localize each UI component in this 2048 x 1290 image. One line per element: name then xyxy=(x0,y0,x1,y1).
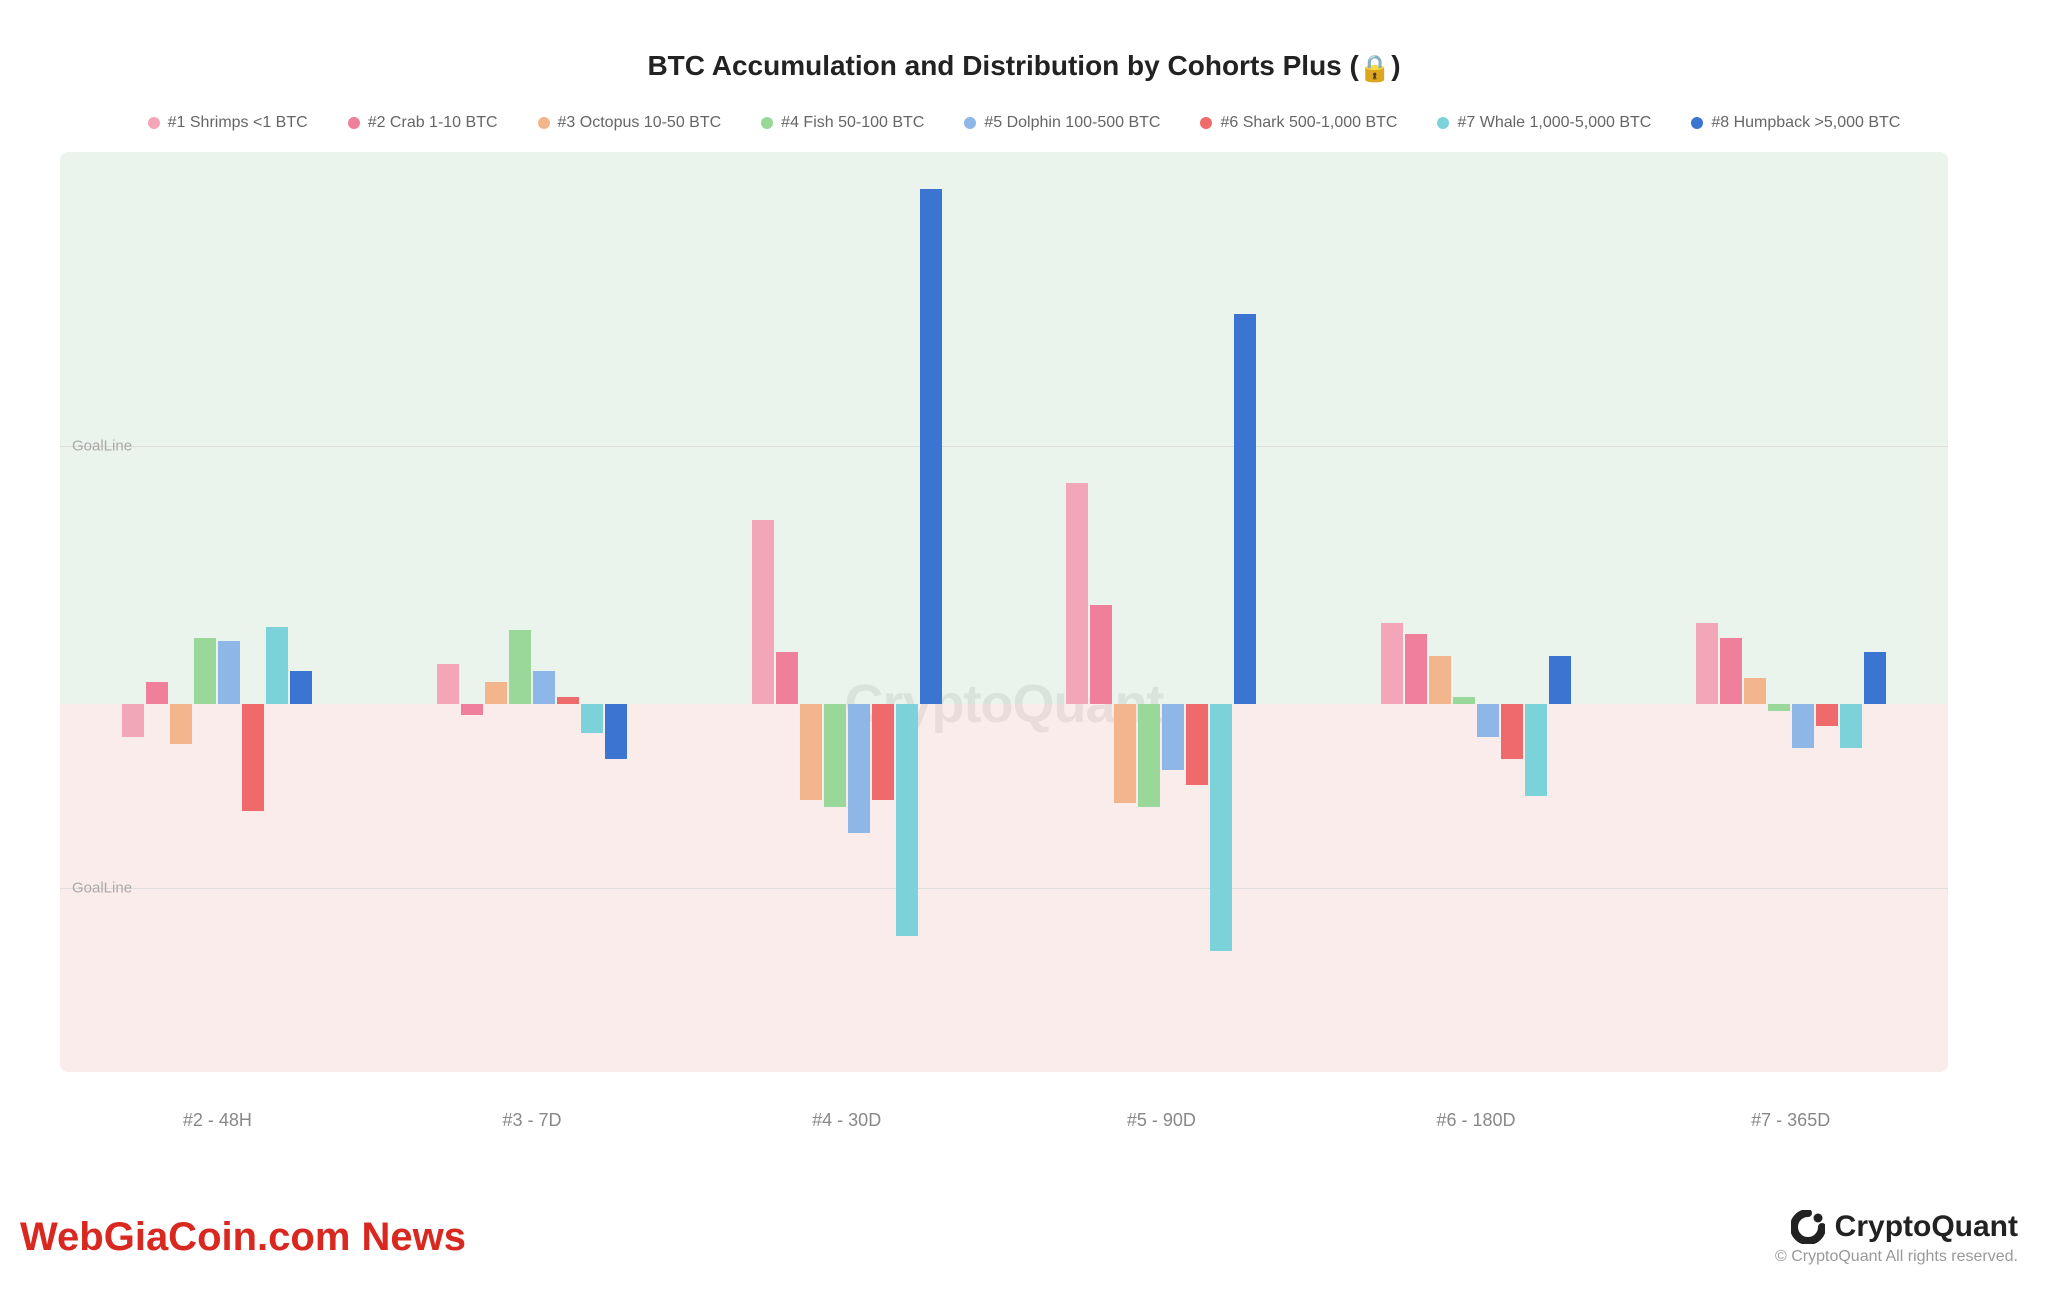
legend-label: #2 Crab 1-10 BTC xyxy=(368,114,498,132)
legend-item[interactable]: #3 Octopus 10-50 BTC xyxy=(538,114,722,132)
legend-label: #5 Dolphin 100-500 BTC xyxy=(984,114,1160,132)
legend-label: #1 Shrimps <1 BTC xyxy=(168,114,308,132)
bar[interactable] xyxy=(146,682,168,704)
bar[interactable] xyxy=(461,704,483,715)
legend-label: #4 Fish 50-100 BTC xyxy=(781,114,924,132)
legend-item[interactable]: #1 Shrimps <1 BTC xyxy=(148,114,308,132)
bar[interactable] xyxy=(896,704,918,936)
bar[interactable] xyxy=(848,704,870,833)
bar[interactable] xyxy=(872,704,894,800)
bar[interactable] xyxy=(776,652,798,704)
legend-item[interactable]: #4 Fish 50-100 BTC xyxy=(761,114,924,132)
bar[interactable] xyxy=(485,682,507,704)
legend-swatch xyxy=(1200,117,1212,129)
bar[interactable] xyxy=(824,704,846,807)
bar[interactable] xyxy=(194,638,216,704)
bar-group xyxy=(60,152,375,1072)
bar[interactable] xyxy=(1114,704,1136,803)
bar[interactable] xyxy=(605,704,627,759)
bar[interactable] xyxy=(752,520,774,704)
bar[interactable] xyxy=(1720,638,1742,704)
bar-group xyxy=(375,152,690,1072)
footer-right: CryptoQuant © CryptoQuant All rights res… xyxy=(1775,1210,2018,1266)
bar[interactable] xyxy=(1162,704,1184,770)
bar[interactable] xyxy=(170,704,192,744)
bar[interactable] xyxy=(1429,656,1451,704)
chart-title-suffix: ) xyxy=(1391,50,1400,81)
legend-swatch xyxy=(348,117,360,129)
bar[interactable] xyxy=(1066,483,1088,704)
bar[interactable] xyxy=(122,704,144,737)
bar[interactable] xyxy=(218,641,240,704)
bar[interactable] xyxy=(1768,704,1790,711)
copyright-text: © CryptoQuant All rights reserved. xyxy=(1775,1248,2018,1266)
bar[interactable] xyxy=(1501,704,1523,759)
bar-group xyxy=(689,152,1004,1072)
legend-item[interactable]: #7 Whale 1,000-5,000 BTC xyxy=(1437,114,1651,132)
bar-group xyxy=(1004,152,1319,1072)
legend-swatch xyxy=(148,117,160,129)
bar[interactable] xyxy=(1864,652,1886,704)
bar[interactable] xyxy=(1405,634,1427,704)
brand-text: CryptoQuant xyxy=(1835,1210,2018,1244)
legend-item[interactable]: #5 Dolphin 100-500 BTC xyxy=(964,114,1160,132)
bar[interactable] xyxy=(920,189,942,704)
bar[interactable] xyxy=(1186,704,1208,785)
bar-group xyxy=(1633,152,1948,1072)
legend-swatch xyxy=(964,117,976,129)
chart-title-prefix: BTC Accumulation and Distribution by Coh… xyxy=(647,50,1358,81)
bar[interactable] xyxy=(1453,697,1475,704)
bar-groups xyxy=(60,152,1948,1072)
legend-label: #8 Humpback >5,000 BTC xyxy=(1711,114,1900,132)
bar[interactable] xyxy=(1477,704,1499,737)
plot-area: GoalLineGoalLine-500-2500250500750Crypto… xyxy=(60,152,1948,1072)
bar[interactable] xyxy=(437,664,459,704)
bar[interactable] xyxy=(1381,623,1403,704)
bar[interactable] xyxy=(1525,704,1547,796)
bar-group xyxy=(1319,152,1634,1072)
xaxis-label: #7 - 365D xyxy=(1633,1110,1948,1131)
bar[interactable] xyxy=(1816,704,1838,726)
bar[interactable] xyxy=(1792,704,1814,748)
brand: CryptoQuant xyxy=(1775,1210,2018,1244)
bar[interactable] xyxy=(1234,314,1256,704)
xaxis-label: #4 - 30D xyxy=(689,1110,1004,1131)
bar[interactable] xyxy=(266,627,288,704)
xaxis-label: #3 - 7D xyxy=(375,1110,690,1131)
bar[interactable] xyxy=(1744,678,1766,704)
bar[interactable] xyxy=(1549,656,1571,704)
legend-item[interactable]: #2 Crab 1-10 BTC xyxy=(348,114,498,132)
xaxis-label: #2 - 48H xyxy=(60,1110,375,1131)
chart-container: BTC Accumulation and Distribution by Coh… xyxy=(0,0,2048,1290)
legend-swatch xyxy=(538,117,550,129)
bar[interactable] xyxy=(1210,704,1232,951)
brand-logo-icon xyxy=(1791,1210,1825,1244)
legend-label: #3 Octopus 10-50 BTC xyxy=(558,114,722,132)
bar[interactable] xyxy=(557,697,579,704)
bar[interactable] xyxy=(800,704,822,800)
legend-label: #7 Whale 1,000-5,000 BTC xyxy=(1457,114,1651,132)
bar[interactable] xyxy=(290,671,312,704)
footer-left-text: WebGiaCoin.com News xyxy=(20,1215,466,1260)
chart-title: BTC Accumulation and Distribution by Coh… xyxy=(20,50,2028,84)
bar[interactable] xyxy=(509,630,531,704)
x-axis: #2 - 48H#3 - 7D#4 - 30D#5 - 90D#6 - 180D… xyxy=(60,1110,1948,1131)
legend-label: #6 Shark 500-1,000 BTC xyxy=(1220,114,1397,132)
bar[interactable] xyxy=(533,671,555,704)
bar[interactable] xyxy=(581,704,603,733)
bar[interactable] xyxy=(1840,704,1862,748)
bar[interactable] xyxy=(1138,704,1160,807)
legend-item[interactable]: #8 Humpback >5,000 BTC xyxy=(1691,114,1900,132)
legend-item[interactable]: #6 Shark 500-1,000 BTC xyxy=(1200,114,1397,132)
xaxis-label: #5 - 90D xyxy=(1004,1110,1319,1131)
bar[interactable] xyxy=(1696,623,1718,704)
bar[interactable] xyxy=(1090,605,1112,704)
legend-swatch xyxy=(1691,117,1703,129)
bar[interactable] xyxy=(242,704,264,811)
legend: #1 Shrimps <1 BTC #2 Crab 1-10 BTC #3 Octo… xyxy=(20,114,2028,132)
lock-icon: 🔒 xyxy=(1359,53,1391,83)
legend-swatch xyxy=(761,117,773,129)
legend-swatch xyxy=(1437,117,1449,129)
xaxis-label: #6 - 180D xyxy=(1319,1110,1634,1131)
